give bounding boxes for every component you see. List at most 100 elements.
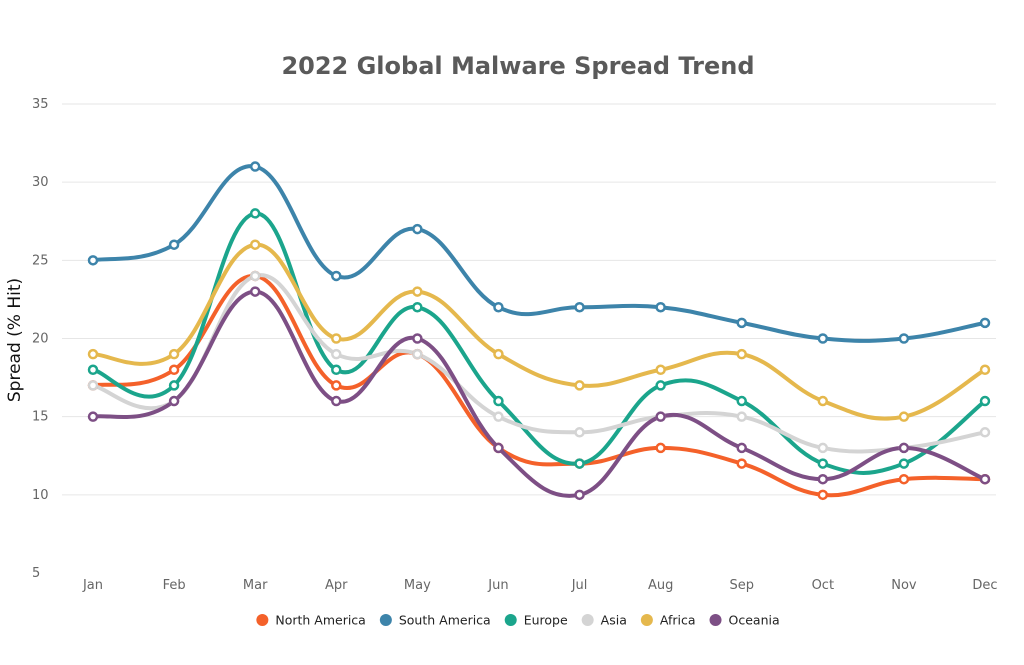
data-point-africa[interactable] (412, 286, 423, 297)
data-point-oceania[interactable] (249, 286, 261, 297)
data-point-oceania[interactable] (655, 411, 666, 422)
x-tick-label: Mar (243, 578, 268, 593)
data-point-south-america[interactable] (412, 223, 423, 235)
data-point-africa[interactable] (331, 333, 342, 344)
legend-swatch-africa (640, 614, 653, 626)
y-tick-label: 5 (32, 566, 40, 581)
data-point-africa[interactable] (168, 348, 180, 360)
y-tick-label: 25 (32, 253, 49, 268)
data-point-asia[interactable] (249, 270, 261, 282)
series-lines (91, 164, 987, 498)
y-axis-ticks: 5 10 15 20 25 30 35 (32, 97, 49, 581)
data-point-asia[interactable] (817, 442, 829, 454)
data-point-africa[interactable] (87, 348, 99, 360)
data-point-europe[interactable] (168, 380, 180, 391)
data-point-europe[interactable] (574, 458, 585, 469)
y-tick-label: 15 (32, 410, 49, 425)
legend-label-africa[interactable]: Africa (660, 613, 696, 628)
legend-label-oceania[interactable]: Oceania (729, 613, 780, 628)
data-point-asia[interactable] (87, 380, 99, 391)
data-point-asia[interactable] (493, 411, 504, 422)
data-point-africa[interactable] (898, 411, 910, 422)
data-point-europe[interactable] (817, 458, 829, 469)
data-point-south-america[interactable] (493, 301, 504, 313)
data-point-africa[interactable] (655, 364, 666, 376)
data-point-africa[interactable] (249, 239, 261, 250)
data-point-africa[interactable] (736, 348, 747, 360)
x-tick-label: Sep (729, 578, 754, 593)
data-point-north-america[interactable] (655, 442, 666, 454)
data-point-south-america[interactable] (331, 270, 342, 282)
legend-label-north-america[interactable]: North America (275, 613, 366, 628)
legend-label-asia[interactable]: Asia (601, 613, 627, 628)
x-tick-label: Dec (972, 578, 997, 593)
chart-title: 2022 Global Malware Spread Trend (281, 52, 754, 80)
data-point-europe[interactable] (979, 395, 991, 407)
data-point-north-america[interactable] (736, 458, 747, 469)
data-point-europe[interactable] (736, 395, 747, 407)
data-point-asia[interactable] (412, 348, 423, 360)
data-point-oceania[interactable] (493, 442, 504, 454)
y-tick-label: 10 (32, 488, 49, 503)
data-point-europe[interactable] (87, 364, 99, 376)
x-tick-label: Jun (487, 578, 508, 593)
data-point-europe[interactable] (898, 458, 910, 469)
data-point-africa[interactable] (817, 395, 829, 407)
data-point-europe[interactable] (249, 208, 261, 219)
data-point-oceania[interactable] (412, 333, 423, 344)
data-point-north-america[interactable] (331, 380, 342, 391)
data-point-europe[interactable] (655, 380, 666, 391)
data-point-asia[interactable] (979, 427, 991, 438)
y-tick-label: 20 (32, 332, 49, 347)
x-tick-label: May (404, 578, 431, 593)
data-point-south-america[interactable] (655, 301, 666, 313)
series-line-asia (91, 273, 987, 454)
data-point-europe[interactable] (412, 301, 423, 313)
data-point-oceania[interactable] (87, 411, 99, 422)
data-point-south-america[interactable] (736, 317, 747, 329)
data-point-oceania[interactable] (331, 395, 342, 407)
data-point-asia[interactable] (736, 411, 747, 422)
data-point-oceania[interactable] (168, 395, 180, 407)
data-point-south-america[interactable] (168, 239, 180, 250)
data-point-oceania[interactable] (574, 489, 585, 501)
data-point-north-america[interactable] (817, 489, 829, 501)
legend-swatch-oceania (709, 614, 722, 626)
data-point-africa[interactable] (493, 348, 504, 360)
x-tick-label: Apr (325, 578, 348, 593)
data-point-europe[interactable] (493, 395, 504, 407)
legend-label-europe[interactable]: Europe (524, 613, 568, 628)
data-point-north-america[interactable] (898, 473, 910, 485)
data-point-asia[interactable] (331, 348, 342, 360)
series-points (87, 161, 991, 501)
data-point-europe[interactable] (331, 364, 342, 376)
data-point-north-america[interactable] (168, 364, 180, 376)
data-point-asia[interactable] (574, 427, 585, 438)
data-point-south-america[interactable] (249, 161, 261, 172)
legend-swatch-north-america (256, 614, 269, 626)
y-tick-label: 30 (32, 175, 49, 190)
data-point-oceania[interactable] (979, 473, 991, 485)
data-point-south-america[interactable] (87, 255, 99, 266)
data-point-south-america[interactable] (817, 333, 829, 344)
x-tick-label: Nov (891, 578, 917, 593)
data-point-south-america[interactable] (979, 317, 991, 329)
data-point-africa[interactable] (574, 380, 585, 391)
series-line-africa (91, 242, 987, 421)
data-point-oceania[interactable] (898, 442, 910, 454)
legend-label-south-america[interactable]: South America (399, 613, 491, 628)
y-tick-label: 35 (32, 97, 49, 112)
legend-swatch-europe (504, 614, 517, 626)
data-point-south-america[interactable] (898, 333, 910, 344)
data-point-oceania[interactable] (736, 442, 747, 454)
x-tick-label: Aug (648, 578, 673, 593)
data-point-oceania[interactable] (817, 473, 829, 485)
x-tick-label: Feb (163, 578, 186, 593)
data-point-africa[interactable] (979, 364, 991, 376)
data-point-south-america[interactable] (574, 301, 585, 313)
legend: North America South America Europe Asia Afri… (256, 613, 780, 628)
x-tick-label: Jul (571, 578, 588, 593)
legend-swatch-south-america (379, 614, 392, 626)
